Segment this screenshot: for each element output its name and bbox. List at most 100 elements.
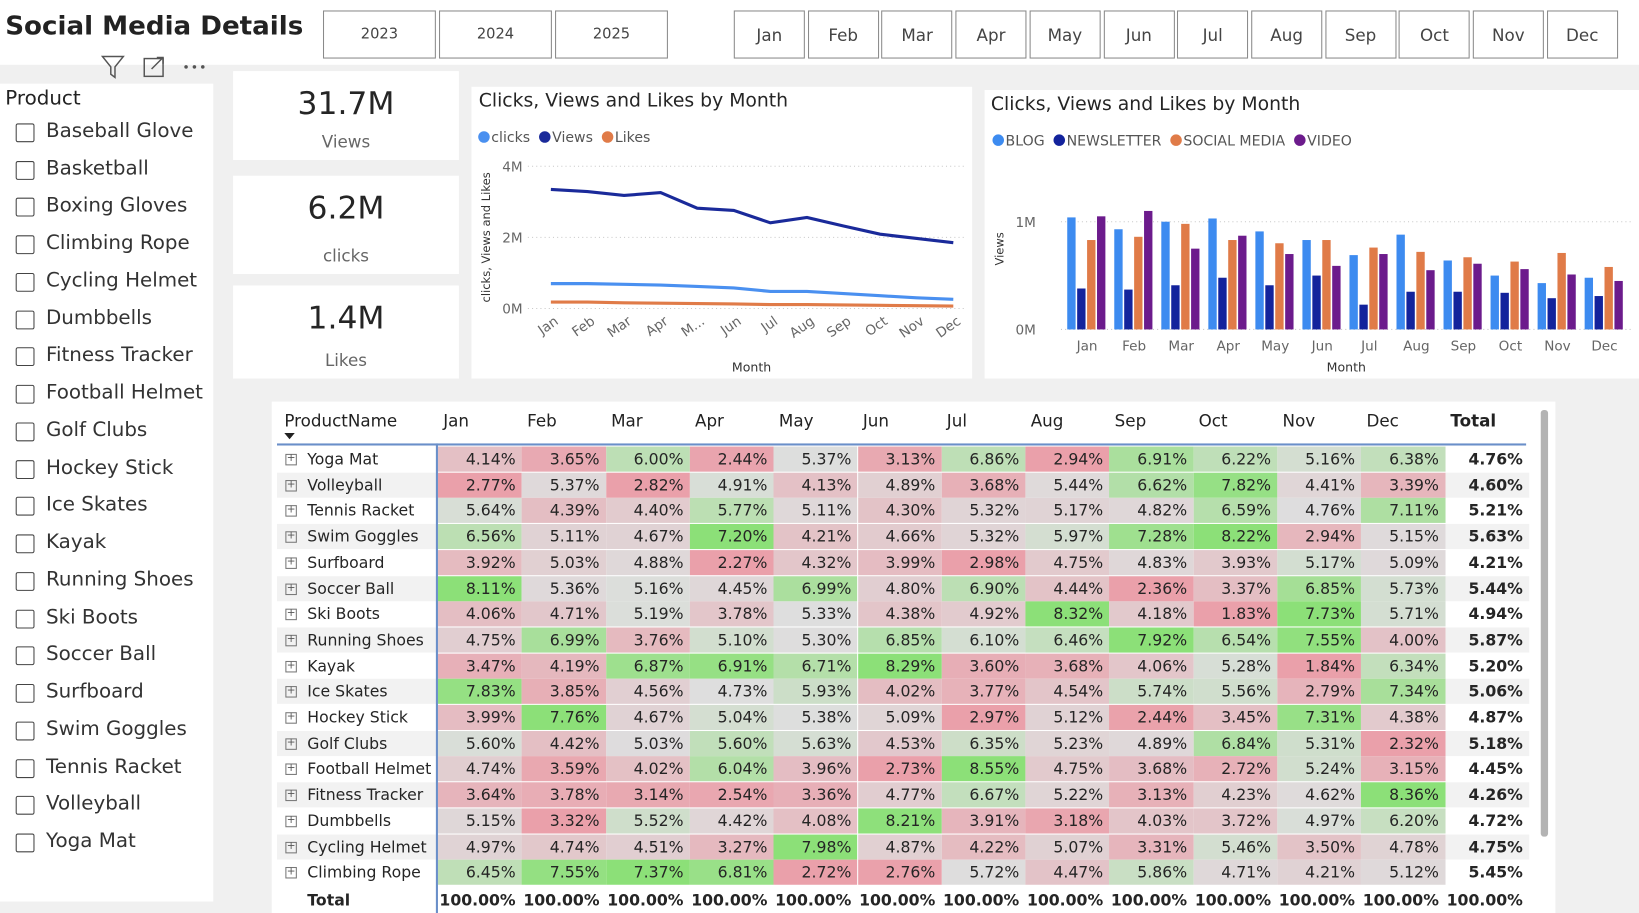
expand-icon[interactable]: + [285,556,297,569]
month-button[interactable]: May [1029,10,1101,59]
scrollbar[interactable] [1540,409,1549,837]
checkbox[interactable] [15,534,35,554]
slicer-item[interactable]: Dumbbells [45,306,153,330]
checkbox[interactable] [15,646,35,666]
year-button[interactable]: 2024 [439,10,552,59]
bar [1406,291,1415,330]
column-header[interactable]: Nov [1282,411,1316,431]
expand-icon[interactable]: + [285,633,297,647]
slicer-item[interactable]: Yoga Mat [45,829,136,853]
checkbox[interactable] [15,347,35,367]
checkbox[interactable] [15,459,35,479]
column-header[interactable]: Dec [1366,411,1399,431]
column-header[interactable]: Total [1450,411,1497,431]
x-tick-label: Jun [1311,338,1333,354]
checkbox[interactable] [15,160,35,180]
month-button[interactable]: Jul [1177,10,1249,59]
column-header[interactable]: Feb [527,411,557,431]
checkbox[interactable] [15,272,35,292]
expand-icon[interactable]: + [285,452,297,466]
month-button[interactable]: Nov [1472,10,1544,59]
slicer-item[interactable]: Ski Boots [45,605,138,629]
column-header[interactable]: Oct [1198,411,1228,431]
expand-icon[interactable]: + [285,788,297,802]
expand-icon[interactable]: + [285,685,297,698]
slicer-item[interactable]: Surfboard [45,679,144,703]
filter-icon[interactable] [100,55,125,79]
expand-icon[interactable]: + [285,607,297,621]
slicer-item[interactable]: Fitness Tracker [45,343,193,367]
table-cell: 4.89% [1109,730,1194,756]
month-button[interactable]: Aug [1251,10,1323,59]
checkbox[interactable] [15,385,35,404]
table-cell: 4.21% [773,524,858,550]
expand-icon[interactable]: + [285,581,297,595]
bar [1265,285,1274,330]
column-header[interactable]: Mar [611,411,643,431]
table-cell: 5.09% [1361,549,1446,575]
expand-icon[interactable]: + [285,659,297,673]
month-button[interactable]: Oct [1398,10,1470,59]
year-button[interactable]: 2025 [555,10,668,59]
checkbox[interactable] [15,123,35,143]
slicer-item[interactable]: Swim Goggles [45,717,187,741]
slicer-item[interactable]: Cycling Helmet [45,268,198,292]
expand-icon[interactable]: + [285,736,297,750]
slicer-item[interactable]: Running Shoes [45,567,194,591]
checkbox[interactable] [15,758,35,778]
column-header[interactable]: Jul [946,411,967,431]
more-icon[interactable] [184,65,205,69]
slicer-item[interactable]: Soccer Ball [45,642,157,666]
year-button[interactable]: 2023 [322,10,436,59]
slicer-item[interactable]: Boxing Gloves [45,193,188,217]
checkbox[interactable] [15,310,35,330]
checkbox[interactable] [15,497,35,516]
table-cell: 5.20% [1445,653,1530,679]
expand-icon[interactable]: + [285,840,297,853]
column-header[interactable]: Jun [862,411,890,431]
slicer-item[interactable]: Baseball Glove [45,119,194,143]
checkbox[interactable] [15,571,35,591]
expand-icon[interactable]: + [285,478,297,492]
checkbox[interactable] [15,235,35,255]
checkbox[interactable] [15,422,35,442]
slicer-item[interactable]: Basketball [45,156,149,180]
month-button[interactable]: Apr [955,10,1027,59]
month-button[interactable]: Mar [881,10,953,59]
expand-icon[interactable]: + [285,504,297,518]
expand-icon[interactable]: + [285,866,297,879]
month-button[interactable]: Jun [1103,10,1175,59]
expand-icon[interactable]: + [285,814,297,828]
column-header[interactable]: May [778,411,814,431]
slicer-item[interactable]: Tennis Racket [45,754,182,778]
table-cell: 5.60% [437,730,522,756]
bar [1604,266,1613,330]
column-header[interactable]: Aug [1030,411,1064,431]
slicer-item[interactable]: Football Helmet [45,380,203,404]
checkbox[interactable] [15,609,35,629]
slicer-item[interactable]: Ice Skates [45,492,148,516]
checkbox[interactable] [15,198,35,217]
table-cell: 3.65% [521,446,606,472]
month-button[interactable]: Sep [1324,10,1397,59]
column-header[interactable]: Sep [1114,411,1147,431]
month-button[interactable]: Dec [1546,10,1618,59]
slicer-item[interactable]: Climbing Rope [45,231,190,255]
checkbox[interactable] [15,721,35,741]
month-button[interactable]: Feb [807,10,879,59]
focus-icon[interactable] [143,56,164,78]
expand-icon[interactable]: + [285,530,297,543]
column-header[interactable]: Jan [443,411,469,431]
slicer-item[interactable]: Kayak [45,530,107,554]
slicer-item[interactable]: Volleyball [45,792,142,816]
checkbox[interactable] [15,684,35,703]
slicer-item[interactable]: Golf Clubs [45,418,148,442]
checkbox[interactable] [15,796,35,816]
expand-icon[interactable]: + [285,711,297,724]
column-header[interactable]: Apr [694,411,724,431]
expand-icon[interactable]: + [285,762,297,776]
slicer-item[interactable]: Hockey Stick [45,455,174,479]
column-header[interactable]: ProductName [284,411,398,431]
month-button[interactable]: Jan [733,10,805,59]
checkbox[interactable] [15,833,35,853]
